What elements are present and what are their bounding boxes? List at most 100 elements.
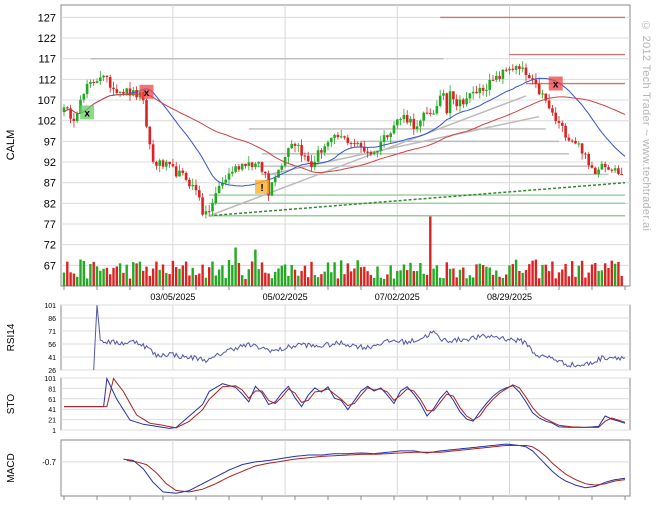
volume-bar bbox=[382, 278, 386, 286]
volume-bar bbox=[244, 278, 247, 286]
volume-bar bbox=[270, 278, 274, 286]
volume-bar bbox=[429, 216, 432, 286]
volume-bar bbox=[452, 268, 455, 286]
volume-bar bbox=[524, 270, 528, 286]
volume-bar bbox=[541, 264, 544, 286]
candle-body bbox=[366, 151, 369, 153]
volume-bar bbox=[254, 249, 257, 286]
sto-tick-label: 41 bbox=[48, 407, 56, 414]
candle-body bbox=[277, 169, 280, 178]
rsi-tick-label: 86 bbox=[48, 316, 56, 323]
candle-body bbox=[290, 143, 293, 149]
volume-bar bbox=[419, 263, 422, 286]
candle-body bbox=[363, 147, 366, 152]
volume-bar bbox=[534, 259, 538, 286]
candle-body bbox=[537, 83, 541, 95]
sto-tick-label: 101 bbox=[44, 376, 56, 383]
candle-body bbox=[237, 166, 241, 170]
volume-bar bbox=[326, 262, 330, 286]
candle-body bbox=[346, 137, 350, 143]
candle-body bbox=[92, 81, 95, 83]
signal-marker-box bbox=[139, 84, 154, 99]
candle-body bbox=[247, 162, 251, 167]
candle-body bbox=[231, 171, 234, 174]
candle-body bbox=[603, 163, 607, 168]
candle-body bbox=[145, 100, 148, 127]
candle-body bbox=[399, 119, 402, 121]
volume-bar bbox=[455, 277, 458, 286]
volume-bar bbox=[138, 261, 142, 286]
volume-bar bbox=[518, 270, 521, 286]
candle-body bbox=[165, 161, 168, 167]
volume-bar bbox=[485, 266, 488, 286]
candle-body bbox=[435, 105, 439, 114]
volume-bar bbox=[76, 276, 79, 286]
candle-body bbox=[455, 99, 458, 107]
volume-bar bbox=[277, 268, 280, 286]
volume-bar bbox=[320, 274, 323, 286]
candle-body bbox=[511, 68, 515, 70]
volume-bar bbox=[353, 268, 356, 286]
candle-body bbox=[303, 155, 307, 157]
price-tick-label: 107 bbox=[38, 95, 56, 107]
volume-bar bbox=[567, 276, 571, 286]
candle-body bbox=[125, 88, 128, 94]
candle-body bbox=[122, 91, 125, 94]
moving-average-line bbox=[63, 77, 626, 187]
volume-bar bbox=[439, 277, 442, 286]
candle-body bbox=[254, 163, 257, 168]
candle-body bbox=[508, 68, 511, 71]
candle-body bbox=[244, 163, 247, 167]
candle-body bbox=[531, 78, 534, 80]
candle-body bbox=[72, 118, 76, 122]
candle-body bbox=[359, 142, 363, 148]
candle-body bbox=[108, 77, 112, 88]
volume-bar bbox=[488, 267, 491, 286]
candle-body bbox=[336, 134, 340, 138]
moving-average-line bbox=[63, 93, 626, 174]
candle-body bbox=[171, 164, 175, 167]
volume-bar bbox=[528, 264, 531, 286]
volume-bar bbox=[161, 264, 165, 286]
candle-body bbox=[389, 133, 392, 138]
volume-bar bbox=[561, 269, 564, 286]
volume-bar bbox=[445, 262, 448, 286]
candle-body bbox=[617, 168, 620, 175]
candle-body bbox=[293, 143, 297, 146]
volume-bar bbox=[188, 275, 191, 286]
sto-axis-label: STO bbox=[6, 394, 17, 415]
candle-body bbox=[402, 114, 406, 120]
candle-body bbox=[488, 79, 491, 90]
volume-bar bbox=[99, 270, 102, 286]
candle-body bbox=[574, 140, 577, 144]
candle-body bbox=[498, 75, 501, 79]
volume-bar bbox=[69, 272, 72, 286]
candle-body bbox=[452, 91, 455, 100]
candle-body bbox=[422, 112, 425, 121]
date-label: 03/05/2025 bbox=[150, 292, 195, 302]
candle-body bbox=[584, 153, 587, 155]
volume-bar bbox=[422, 273, 425, 286]
volume-bar bbox=[208, 267, 211, 286]
candle-body bbox=[570, 140, 574, 142]
volume-bar bbox=[82, 260, 85, 286]
volume-bar bbox=[399, 270, 402, 286]
volume-bar bbox=[323, 271, 326, 286]
candle-body bbox=[445, 93, 449, 114]
price-tick-label: 122 bbox=[38, 33, 56, 45]
signal-marker-label: x bbox=[144, 88, 150, 99]
candle-body bbox=[89, 81, 92, 84]
volume-bar bbox=[330, 272, 333, 286]
candle-body bbox=[557, 121, 561, 123]
candle-body bbox=[442, 93, 445, 96]
candle-body bbox=[485, 89, 488, 91]
volume-bar bbox=[214, 275, 217, 286]
candle-body bbox=[75, 113, 79, 122]
rsi-axis-label: RSI14 bbox=[6, 323, 17, 351]
volume-bar bbox=[300, 270, 303, 286]
candle-body bbox=[155, 161, 158, 166]
volume-bar bbox=[617, 261, 620, 286]
candle-body bbox=[369, 152, 373, 155]
volume-bar bbox=[274, 271, 277, 286]
